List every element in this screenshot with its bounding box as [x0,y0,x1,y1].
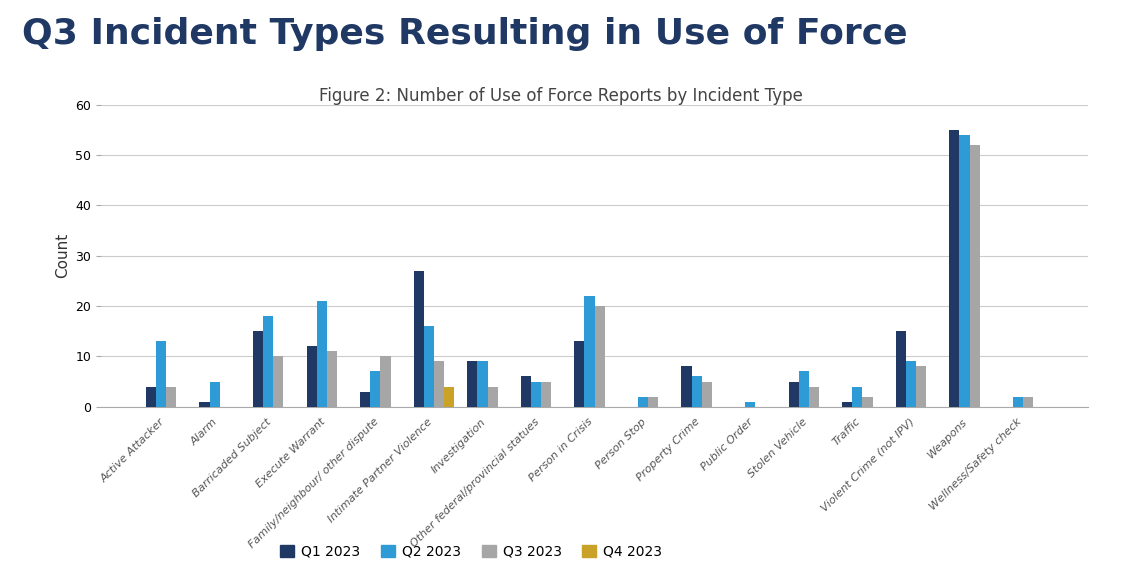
Y-axis label: Count: Count [55,233,70,278]
Bar [585,296,595,407]
Bar [467,361,477,407]
Bar [414,271,424,407]
Text: Figure 2: Number of Use of Force Reports by Incident Type: Figure 2: Number of Use of Force Reports… [319,87,803,105]
Bar [681,367,691,407]
Bar [916,367,926,407]
Bar [574,341,585,407]
Bar [306,346,316,407]
Bar [360,392,370,407]
Bar [264,316,274,407]
Bar [691,376,701,407]
Bar [1023,397,1033,407]
Bar [863,397,873,407]
Bar [1013,397,1023,407]
Bar [316,301,327,407]
Bar [809,386,819,407]
Bar [959,135,969,407]
Legend: Q1 2023, Q2 2023, Q3 2023, Q4 2023: Q1 2023, Q2 2023, Q3 2023, Q4 2023 [275,539,668,565]
Bar [531,382,541,407]
Bar [424,326,434,407]
Bar [274,356,284,407]
Bar [905,361,916,407]
Bar [789,382,799,407]
Bar [541,382,551,407]
Bar [380,356,390,407]
Bar [521,376,531,407]
Bar [843,401,853,407]
Bar [370,371,380,407]
Bar [156,341,166,407]
Bar [969,145,980,407]
Bar [477,361,488,407]
Bar [701,382,712,407]
Bar [252,331,264,407]
Bar [949,130,959,407]
Bar [327,352,337,407]
Bar [488,386,498,407]
Bar [444,386,454,407]
Bar [434,361,444,407]
Bar [595,306,605,407]
Bar [166,386,176,407]
Bar [146,386,156,407]
Bar [200,401,210,407]
Text: Q3 Incident Types Resulting in Use of Force: Q3 Incident Types Resulting in Use of Fo… [22,17,908,52]
Bar [649,397,659,407]
Bar [745,401,755,407]
Bar [895,331,905,407]
Bar [210,382,220,407]
Bar [853,386,863,407]
Bar [799,371,809,407]
Bar [638,397,649,407]
